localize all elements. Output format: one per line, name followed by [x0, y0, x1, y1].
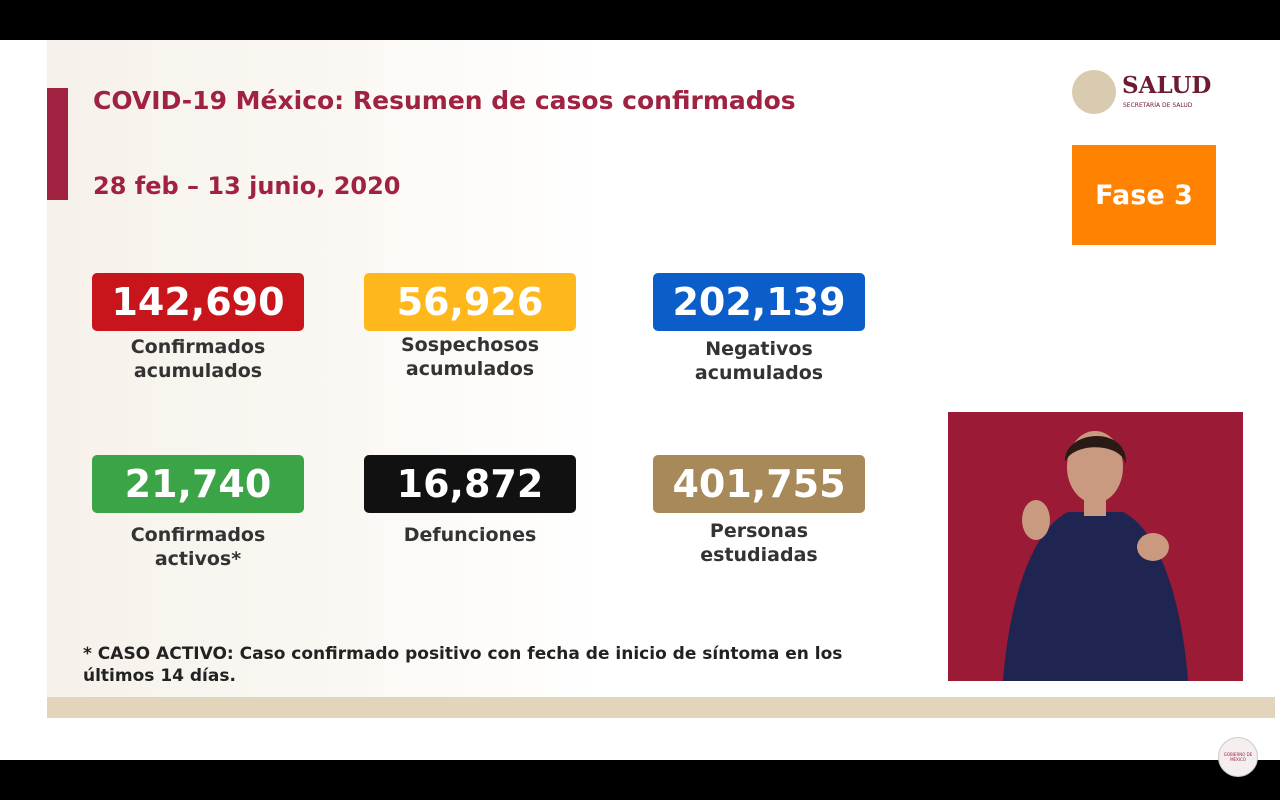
- stat-card: 16,872: [364, 455, 576, 513]
- stat-card: 401,755: [653, 455, 865, 513]
- stat-label: Confirmados: [130, 336, 266, 358]
- date: 28 feb – 13 junio, 2020: [93, 172, 401, 200]
- footer-band: [47, 697, 1275, 718]
- stat-label: acumulados: [694, 362, 824, 384]
- stat-card: 142,690: [92, 273, 304, 331]
- footnote-line: * CASO ACTIVO: Caso confirmado positivo …: [83, 644, 843, 664]
- stat-card: 21,740: [92, 455, 304, 513]
- stat-label: activos*: [154, 548, 242, 570]
- stat-label: acumulados: [133, 360, 263, 382]
- seal: [1072, 70, 1116, 114]
- stat-label: Defunciones: [403, 524, 537, 546]
- stat-label: Sospechosos: [400, 334, 540, 356]
- stat-card: 56,926: [364, 273, 576, 331]
- accent-bar: [47, 88, 68, 200]
- stat-label: Negativos: [705, 338, 813, 360]
- corner-logo: GOBIERNO DE MÉXICO: [1218, 737, 1258, 777]
- stat-card: 202,139: [653, 273, 865, 331]
- stat-label: acumulados: [405, 358, 535, 380]
- stat-label: Confirmados: [130, 524, 266, 546]
- stat-label: estudiadas: [700, 544, 818, 566]
- phase-badge: Fase 3: [1072, 145, 1216, 245]
- logo-name: SALUD: [1122, 72, 1212, 99]
- interpreter-video: [948, 412, 1243, 681]
- stat-label: Personas: [709, 520, 809, 542]
- footnote-line: últimos 14 días.: [83, 666, 236, 686]
- logo-subtitle: SECRETARÍA DE SALUD: [1123, 102, 1193, 109]
- title: COVID-19 México: Resumen de casos confir…: [93, 86, 796, 115]
